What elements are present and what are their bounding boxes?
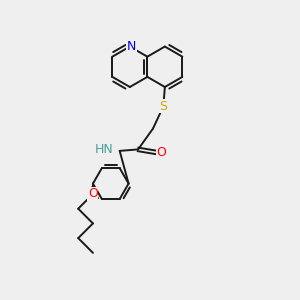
Text: N: N (127, 40, 136, 53)
Text: O: O (156, 146, 166, 159)
Text: S: S (159, 100, 167, 113)
Text: O: O (88, 188, 98, 200)
Text: HN: HN (95, 143, 114, 156)
